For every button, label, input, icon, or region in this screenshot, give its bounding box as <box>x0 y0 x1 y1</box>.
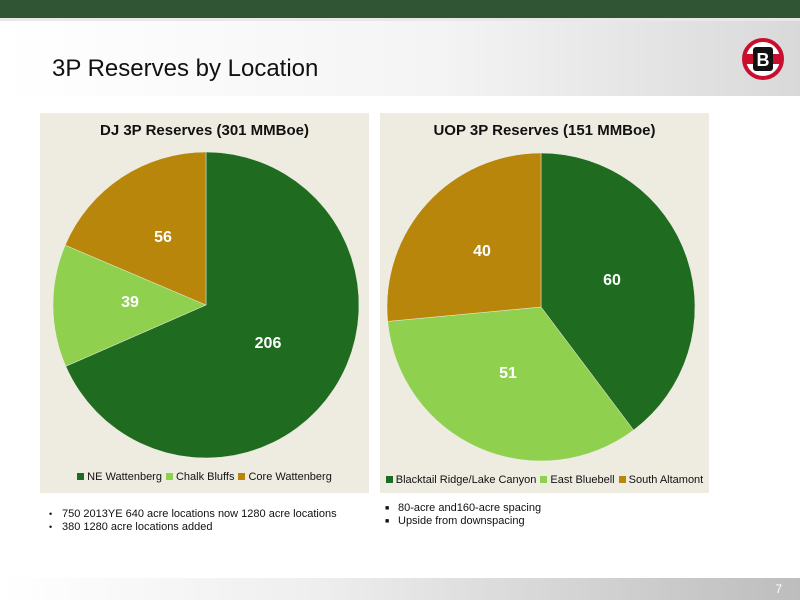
legend-item: East Bluebell <box>540 474 615 486</box>
pie-slice-core-wattenberg <box>64 151 207 306</box>
page-title: 3P Reserves by Location <box>52 55 319 82</box>
pie-slice-chalk-bluffs <box>52 244 207 367</box>
legend-label: Core Wattenberg <box>248 471 332 483</box>
legend-label: East Bluebell <box>550 474 615 486</box>
logo-letter: B <box>757 50 770 70</box>
chart-title: DJ 3P Reserves (301 MMBoe) <box>100 122 309 139</box>
pie-slice-east-bluebell <box>387 306 634 462</box>
note-item: • 380 1280 acre locations added <box>49 521 213 533</box>
legend-swatch <box>540 475 548 483</box>
page-number: 7 <box>775 582 782 596</box>
legend-label: South Altamont <box>628 474 704 486</box>
legend-item: Blacktail Ridge/Lake Canyon <box>385 474 537 486</box>
data-label: 60 <box>603 272 621 289</box>
top-divider <box>0 18 800 21</box>
data-label: 56 <box>154 229 172 246</box>
bullet-icon: • <box>49 509 53 519</box>
pie-slice-blacktail-ridge-lake-canyon <box>540 152 696 431</box>
square-bullet-icon: ■ <box>385 518 390 525</box>
legend-swatch <box>238 472 246 480</box>
top-bar <box>0 0 800 18</box>
bullet-icon: • <box>49 522 53 532</box>
chart-title: UOP 3P Reserves (151 MMBoe) <box>433 122 656 139</box>
footer-bar <box>0 578 800 600</box>
company-logo: B <box>742 38 784 80</box>
legend-label: Chalk Bluffs <box>175 471 235 483</box>
data-label: 206 <box>255 335 282 352</box>
dj-notes: • 750 2013YE 640 acre locations now 1280 … <box>47 508 337 534</box>
uop-chart-panel: UOP 3P Reserves (151 MMBoe) 60 51 40 Black… <box>380 113 709 493</box>
legend-label: NE Wattenberg <box>87 471 162 483</box>
legend-label: Blacktail Ridge/Lake Canyon <box>395 474 537 486</box>
data-label: 40 <box>473 243 491 260</box>
uop-legend: Blacktail Ridge/Lake Canyon East Bluebell… <box>380 474 709 486</box>
uop-notes: ■ 80-acre and160-acre spacing ■ Upside fro… <box>383 502 541 528</box>
legend-swatch <box>385 475 393 483</box>
uop-pie-chart: 60 51 40 <box>386 152 696 462</box>
legend-swatch <box>77 472 85 480</box>
square-bullet-icon: ■ <box>385 505 390 512</box>
dj-legend: NE Wattenberg Chalk Bluffs Core Wattenberg <box>40 471 369 483</box>
data-label: 39 <box>121 294 139 311</box>
dj-pie-chart: 206 39 56 <box>52 151 360 459</box>
data-label: 51 <box>499 365 517 382</box>
note-item: • 750 2013YE 640 acre locations now 1280 … <box>49 508 337 520</box>
legend-item: South Altamont <box>618 474 704 486</box>
note-item: ■ 80-acre and160-acre spacing <box>385 502 542 514</box>
dj-chart-panel: DJ 3P Reserves (301 MMBoe) 206 39 56 NE Wa… <box>40 113 369 493</box>
pie-slice-ne-wattenberg <box>65 151 360 459</box>
legend-item: Chalk Bluffs <box>165 471 235 483</box>
legend-item: NE Wattenberg <box>77 471 162 483</box>
pie-slice-south-altamont <box>386 152 542 322</box>
legend-item: Core Wattenberg <box>238 471 332 483</box>
header-band <box>0 21 800 96</box>
note-item: ■ Upside from downspacing <box>385 515 525 527</box>
legend-swatch <box>618 475 626 483</box>
legend-swatch <box>165 472 173 480</box>
